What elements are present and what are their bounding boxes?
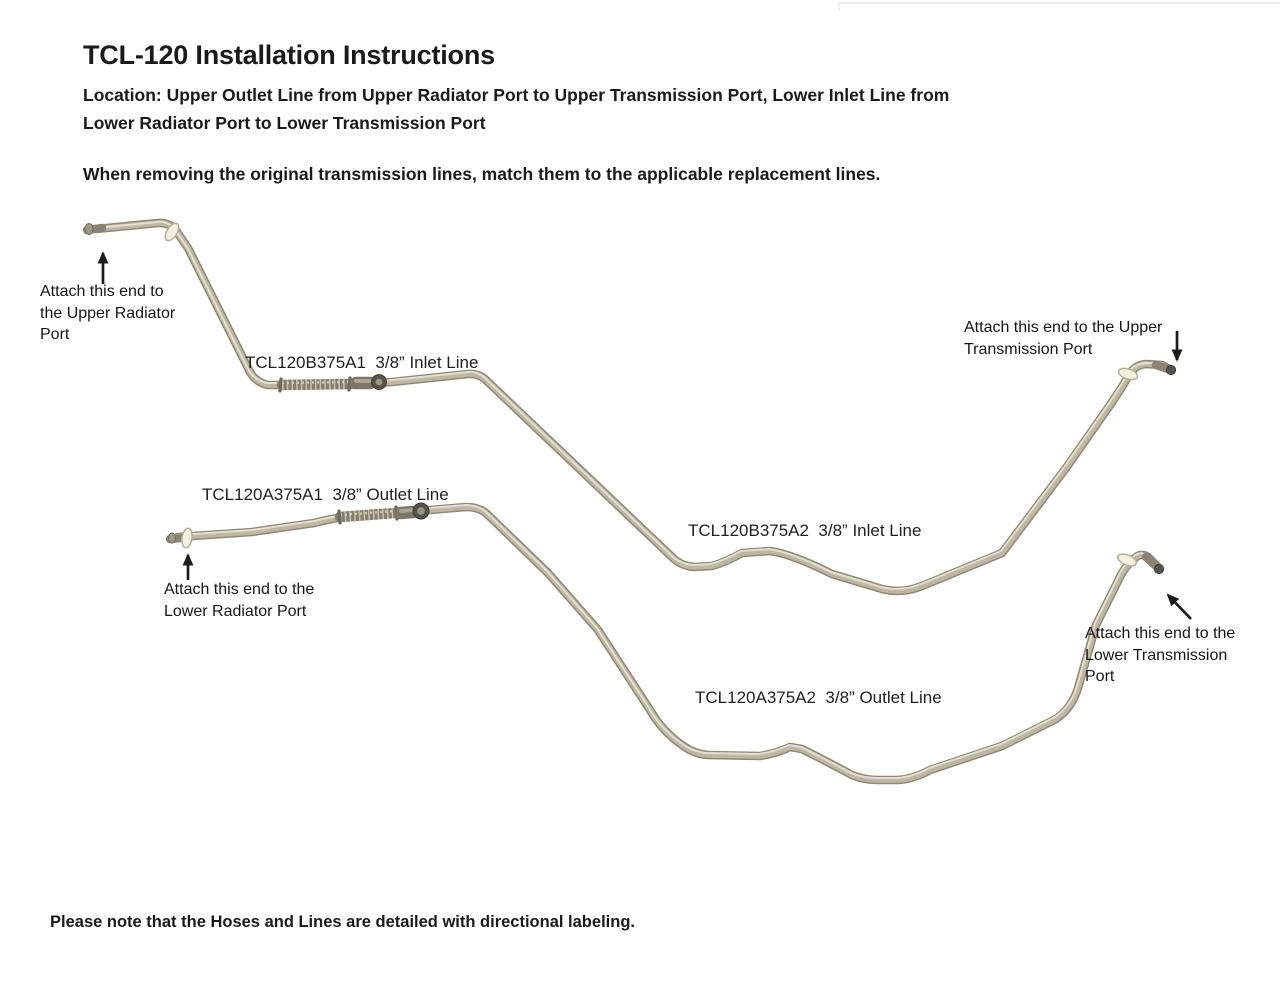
footer-line2: For Example: Attach Hose labeled with a … [50,985,742,989]
footer-line1: Please note that the Hoses and Lines are… [50,913,635,931]
callout-upper-radiator-port: Attach this end to the Upper Radiator Po… [40,283,176,343]
part-label-inlet-a2: TCL120B375A2 3/8” Inlet Line [688,521,922,540]
callout-lower-transmission-port: Attach this end to the Lower Transmissio… [1085,625,1236,685]
footer-note: Please note that the Hoses and Lines are… [50,860,742,989]
part-label-outlet-a2: TCL120A375A2 3/8” Outlet Line [695,688,942,707]
inlet-transmission-end-fitting [1151,360,1177,376]
inlet-braided-section [276,374,387,393]
inlet-left-clip [164,222,180,242]
location-text: Location: Upper Outlet Line from Upper R… [83,84,950,133]
arrow-lower-transmission-port [1166,593,1192,620]
inlet-line-drawing [82,218,1177,596]
outlet-right-clip [1116,553,1138,567]
callout-lower-radiator-port: Attach this end to the Lower Radiator Po… [164,581,315,620]
outlet-transmission-end-fitting [1141,552,1165,575]
outlet-braided-section [334,502,430,525]
outlet-left-clip [181,527,193,549]
inlet-radiator-end-fitting [82,223,107,235]
outlet-line-drawing [165,502,1165,785]
outlet-radiator-end-fitting [165,532,187,544]
part-label-inlet-a1: TCL120B375A1 3/8” Inlet Line [245,353,479,372]
part-label-outlet-a1: TCL120A375A1 3/8” Outlet Line [202,485,449,504]
scan-artifact-line [838,2,1280,11]
callout-upper-transmission-port: Attach this end to the Upper Transmissio… [964,319,1163,358]
inlet-right-clip [1117,367,1139,381]
page-title: TCL-120 Installation Instructions [83,40,495,71]
removal-instruction-text: When removing the original transmission … [83,163,881,184]
